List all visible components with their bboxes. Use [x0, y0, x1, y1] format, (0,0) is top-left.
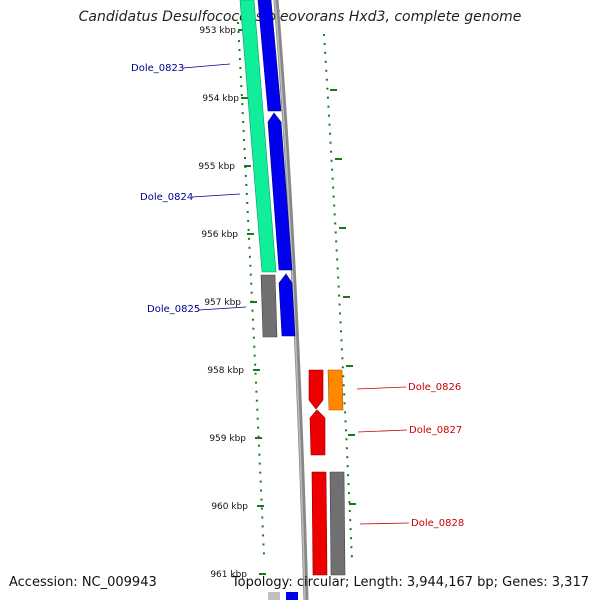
leader-line — [191, 193, 241, 198]
tick-label: 955 kbp — [198, 162, 235, 172]
leader-line — [359, 522, 410, 525]
gene-feature-gray[interactable] — [268, 592, 280, 600]
gene-label[interactable]: Dole_0828 — [411, 518, 464, 529]
gene-label[interactable]: Dole_0823 — [131, 63, 184, 74]
tick-label: 961 kbp — [210, 570, 247, 580]
gene-feature-red[interactable] — [308, 369, 324, 410]
leader-line — [356, 386, 407, 390]
gene-feature-blue[interactable] — [286, 592, 298, 600]
genome-backbone — [273, 0, 309, 600]
kbp-tick-marks — [238, 29, 266, 575]
inner-scale-line — [237, 21, 265, 556]
outer-major-marks — [330, 89, 356, 505]
gene-feature-green[interactable] — [239, 0, 277, 273]
tick-label: 954 kbp — [202, 94, 239, 104]
gene-feature-gray[interactable] — [329, 471, 346, 576]
gene-feature-red[interactable] — [311, 471, 328, 576]
genome-backbone-highlight — [274, 0, 306, 600]
gene-feature-blue[interactable] — [278, 273, 296, 337]
tick-label: 957 kbp — [204, 298, 241, 308]
tick-label: 960 kbp — [211, 502, 248, 512]
topology-label: Topology: circular; Length: 3,944,167 bp… — [231, 575, 589, 590]
gene-label[interactable]: Dole_0824 — [140, 192, 193, 203]
gene-feature-blue[interactable] — [267, 112, 293, 271]
gene-feature-red[interactable] — [309, 409, 326, 456]
tick-label: 953 kbp — [199, 26, 236, 36]
gene-feature-blue[interactable] — [257, 0, 282, 112]
gene-feature-gray[interactable] — [260, 274, 278, 338]
tick-label: 958 kbp — [207, 366, 244, 376]
leader-line — [182, 63, 231, 69]
gene-labels: Dole_0823 Dole_0824 Dole_0825 Dole_0826 … — [131, 63, 464, 529]
leader-line — [357, 429, 408, 433]
tick-label: 956 kbp — [201, 230, 238, 240]
gene-label[interactable]: Dole_0825 — [147, 304, 200, 315]
tick-label: 959 kbp — [209, 434, 246, 444]
kbp-tick-labels: 953 kbp 954 kbp 955 kbp 956 kbp 957 kbp … — [198, 26, 248, 580]
gene-label[interactable]: Dole_0827 — [409, 425, 462, 436]
map-title: Candidatus Desulfococcus oleovorans Hxd3… — [78, 9, 522, 25]
accession-label: Accession: NC_009943 — [9, 575, 157, 590]
leader-line — [198, 306, 247, 311]
gene-label[interactable]: Dole_0826 — [408, 382, 461, 393]
gene-feature-orange[interactable] — [327, 369, 344, 411]
